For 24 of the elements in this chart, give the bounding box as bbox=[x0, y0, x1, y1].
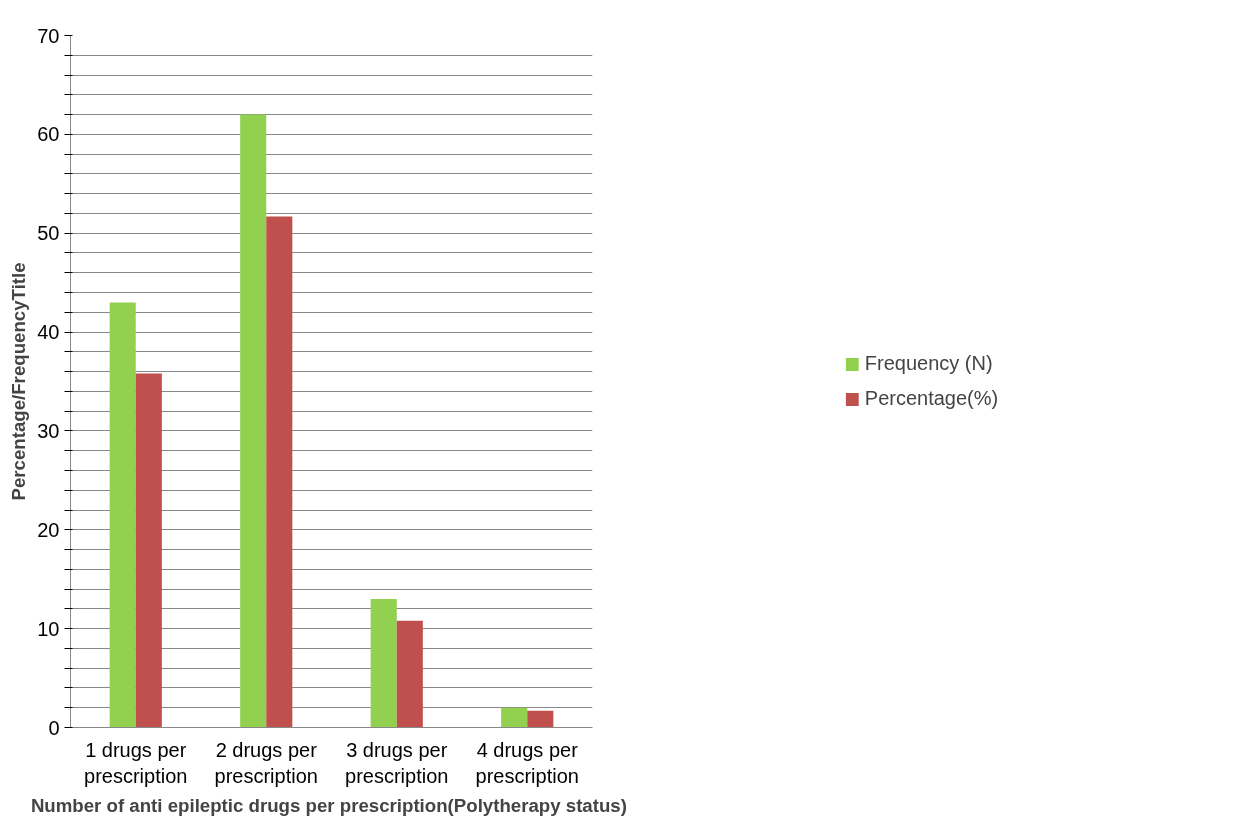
y-tick-label: 0 bbox=[48, 716, 60, 739]
y-tick-label: 10 bbox=[37, 617, 60, 640]
legend-label: Percentage(%) bbox=[864, 387, 999, 410]
x-axis-title: Number of anti epileptic drugs per prescription(Polytherapy status) bbox=[30, 794, 627, 816]
bar bbox=[501, 707, 528, 728]
bar bbox=[135, 373, 162, 728]
y-tick-label: 20 bbox=[37, 518, 60, 541]
y-tick-label: 40 bbox=[37, 321, 60, 344]
bar bbox=[109, 302, 136, 728]
bar bbox=[370, 598, 397, 728]
x-tick-label: 3 drugs per prescription bbox=[345, 738, 449, 787]
bar bbox=[527, 710, 554, 728]
x-tick-label: 1 drugs per prescription bbox=[84, 738, 188, 787]
x-tick-label: 2 drugs per prescription bbox=[214, 738, 318, 787]
y-tick-label: 70 bbox=[37, 24, 60, 47]
bar bbox=[266, 216, 293, 728]
y-tick-label: 30 bbox=[37, 419, 60, 442]
x-tick-label: 4 drugs per prescription bbox=[475, 738, 579, 787]
y-tick-label: 50 bbox=[37, 222, 60, 245]
bar bbox=[396, 620, 423, 728]
y-tick-label: 60 bbox=[37, 123, 60, 146]
legend-label: Frequency (N) bbox=[864, 352, 993, 375]
bar bbox=[240, 114, 267, 728]
y-axis-title: Percentage/FrequencyTitle bbox=[8, 262, 30, 501]
